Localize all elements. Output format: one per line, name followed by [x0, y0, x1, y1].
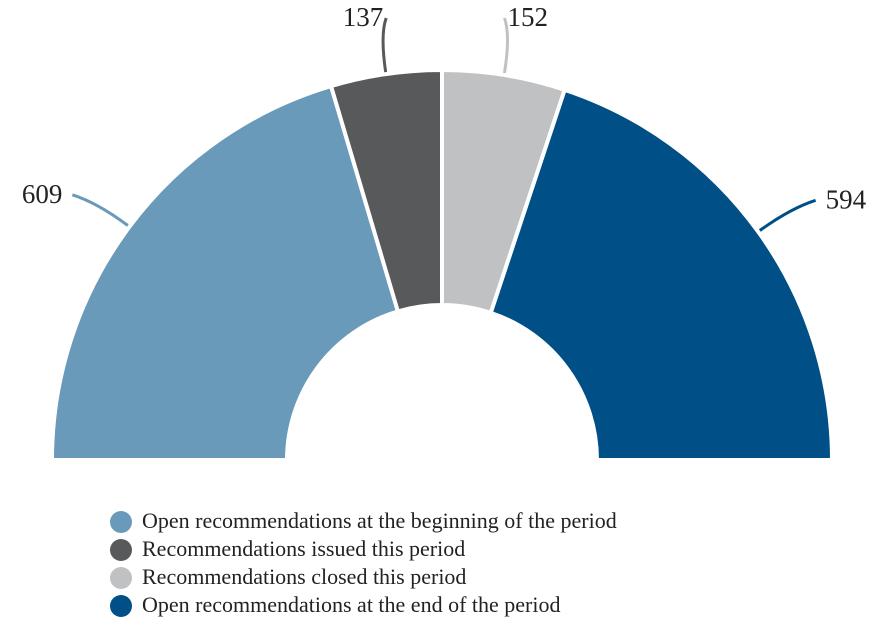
- leader-line: [502, 17, 510, 74]
- data-label: 609: [22, 179, 63, 209]
- segment: [488, 87, 835, 462]
- legend-label: Recommendations issued this period: [142, 536, 465, 561]
- leader-line: [381, 17, 388, 73]
- legend-swatch: [110, 511, 132, 533]
- legend-swatch: [110, 567, 132, 589]
- leader-line: [71, 193, 129, 227]
- leader-line: [758, 198, 817, 232]
- legend-label: Open recommendations at the end of the p…: [142, 592, 560, 617]
- legend-swatch: [110, 595, 132, 617]
- segment: [49, 83, 401, 462]
- legend-label: Open recommendations at the beginning of…: [142, 508, 617, 533]
- data-label: 594: [826, 184, 867, 214]
- legend-label: Recommendations closed this period: [142, 564, 466, 589]
- data-label: 152: [508, 2, 549, 32]
- legend-swatch: [110, 539, 132, 561]
- data-label: 137: [343, 2, 384, 32]
